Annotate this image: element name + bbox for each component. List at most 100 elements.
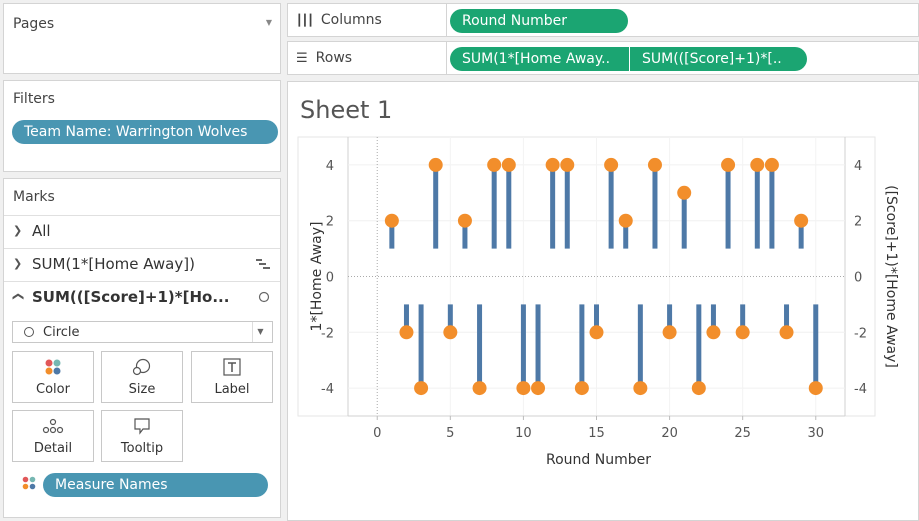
data-point [384, 213, 399, 228]
bar [462, 220, 468, 249]
tooltip-icon [102, 417, 182, 439]
x-tick-label: 25 [734, 426, 751, 441]
data-point [779, 325, 794, 340]
tooltip-card-label: Tooltip [120, 441, 164, 456]
label-icon [192, 358, 272, 380]
bar [433, 164, 439, 249]
bar [637, 304, 643, 389]
home-away-pill[interactable]: SUM(1*[Home Away.. [450, 47, 629, 71]
chevron-down-icon[interactable]: ❯ [13, 257, 23, 270]
data-point [428, 157, 443, 172]
chevron-down-icon[interactable]: ▼ [252, 322, 268, 342]
data-point [472, 381, 487, 396]
y-tick-label-left: -2 [321, 326, 334, 341]
data-point [706, 325, 721, 340]
data-point [516, 381, 531, 396]
filters-panel: Filters Team Name: Warrington Wolves [3, 80, 281, 172]
marks-item-score[interactable]: ❯ SUM(([Score]+1)*[Ho... [4, 281, 280, 313]
y-axis-title-right: ([Score]+1)*[Home Away] [883, 185, 899, 368]
columns-shelf[interactable]: ┃┃┃ Columns Round Number [287, 3, 919, 37]
data-point [487, 157, 502, 172]
chevron-up-icon[interactable]: ❯ [11, 291, 25, 302]
mark-type-select[interactable]: Circle ▼ [12, 321, 273, 343]
bar [725, 164, 731, 249]
bar [477, 304, 483, 389]
bar [710, 304, 716, 333]
chevron-down-icon[interactable]: ❯ [13, 224, 23, 237]
data-point [691, 381, 706, 396]
data-point [399, 325, 414, 340]
bar [389, 220, 395, 249]
data-point [808, 381, 823, 396]
data-point [501, 157, 516, 172]
data-point [647, 157, 662, 172]
sheet-view: Sheet 1 4 4 2 2 0 0 -2 -2 -4 -4 0 5 10 15 20 25 30 Round … [287, 81, 919, 521]
bar [579, 304, 585, 389]
marks-item-all[interactable]: ❯ All [4, 215, 280, 247]
marks-item-home-away[interactable]: ❯ SUM(1*[Home Away]) [4, 248, 280, 280]
rows-icon: ☰ [296, 51, 308, 66]
bar [564, 164, 570, 249]
x-tick-label: 20 [661, 426, 678, 441]
bar [491, 164, 497, 249]
x-axis-title: Round Number [546, 452, 651, 468]
size-card[interactable]: Size [101, 351, 183, 403]
bar [447, 304, 453, 333]
pages-dropdown-icon[interactable]: ▼ [265, 18, 272, 27]
data-point [764, 157, 779, 172]
bar [681, 192, 687, 249]
y-tick-label-left: 4 [326, 159, 334, 174]
mark-type-value: Circle [43, 325, 80, 340]
detail-card-label: Detail [33, 441, 73, 456]
y-tick-label-right: 0 [854, 271, 862, 286]
gantt-bar-icon [256, 258, 270, 273]
columns-shelf-label: ┃┃┃ Columns [296, 12, 382, 28]
filter-pill-team-name[interactable]: Team Name: Warrington Wolves [12, 120, 278, 144]
y-tick-label-right: 4 [854, 159, 862, 174]
y-tick-label-left: 0 [326, 271, 334, 286]
bar [520, 304, 526, 389]
data-point [589, 325, 604, 340]
bar [769, 164, 775, 249]
data-point [574, 381, 589, 396]
data-point [604, 157, 619, 172]
y-axis-title-left: 1*[Home Away] [309, 222, 325, 332]
data-point [560, 157, 575, 172]
marks-panel: Marks ❯ All ❯ SUM(1*[Home Away]) ❯ SUM((… [3, 178, 281, 518]
tooltip-card[interactable]: Tooltip [101, 410, 183, 462]
color-icon [22, 475, 36, 494]
y-tick-label-left: -4 [321, 382, 334, 397]
bar [594, 304, 599, 333]
data-point [677, 185, 692, 200]
marks-item-label: All [32, 222, 51, 240]
y-tick-label-right: 2 [854, 215, 862, 230]
circle-icon [24, 327, 34, 337]
data-point [735, 325, 750, 340]
bar [754, 164, 760, 249]
bar [652, 164, 658, 249]
color-card[interactable]: Color [12, 351, 94, 403]
shelf-divider [446, 42, 447, 74]
data-point [414, 381, 429, 396]
columns-icon: ┃┃┃ [296, 14, 314, 27]
measure-names-pill[interactable]: Measure Names [43, 473, 268, 497]
y-tick-label-right: -4 [854, 382, 867, 397]
rows-shelf[interactable]: ☰ Rows SUM(1*[Home Away.. SUM(([Score]+1)… [287, 41, 919, 75]
bar [696, 304, 702, 389]
detail-card[interactable]: Detail [12, 410, 94, 462]
score-pill[interactable]: SUM(([Score]+1)*[.. [630, 47, 807, 71]
round-number-pill[interactable]: Round Number [450, 9, 628, 33]
shelf-divider [446, 4, 447, 36]
circle-icon [258, 291, 270, 306]
data-point [531, 381, 546, 396]
x-tick-label: 30 [807, 426, 824, 441]
bar [506, 164, 512, 249]
detail-icon [13, 417, 93, 439]
data-point [633, 381, 648, 396]
data-point [794, 213, 809, 228]
label-card[interactable]: Label [191, 351, 273, 403]
data-point [662, 325, 677, 340]
color-icon [13, 358, 93, 380]
pages-title: Pages [13, 16, 55, 32]
